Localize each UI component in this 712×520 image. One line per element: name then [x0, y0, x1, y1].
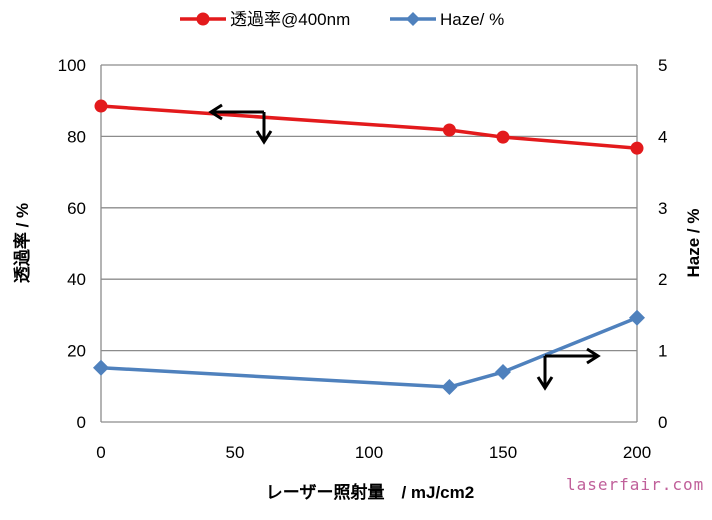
- data-point: [629, 309, 645, 326]
- y-axis-label: 透過率 / %: [12, 203, 32, 283]
- data-point: [630, 141, 644, 155]
- series-line-0: [100, 104, 638, 150]
- series-line-1: [100, 316, 638, 389]
- y2-tick-label: 4: [658, 127, 667, 146]
- annotation-arrow-left-axis: [208, 103, 273, 145]
- legend-label: Haze/ %: [440, 10, 504, 29]
- x-tick-label: 100: [355, 443, 383, 462]
- x-axis-label: レーザー照射量 / mJ/cm2: [266, 482, 474, 502]
- data-point: [495, 364, 511, 381]
- y2-tick-label: 3: [658, 199, 667, 218]
- annotation-arrow-right-axis: [536, 347, 601, 391]
- x-tick-label: 0: [96, 443, 105, 462]
- legend-label: 透過率@400nm: [230, 10, 350, 29]
- y-tick-label: 0: [77, 413, 86, 432]
- x-tick-label: 150: [489, 443, 517, 462]
- y-tick-label: 20: [67, 342, 86, 361]
- y2-tick-label: 5: [658, 56, 667, 75]
- watermark: laserfair.com: [566, 475, 704, 494]
- y2-tick-label: 0: [658, 413, 667, 432]
- data-point: [93, 359, 109, 376]
- x-tick-label: 200: [623, 443, 651, 462]
- series-group: [93, 99, 645, 396]
- y-tick-label: 60: [67, 199, 86, 218]
- y2-axis-label: Haze / %: [684, 209, 703, 278]
- legend-item-haze: Haze/ %: [390, 10, 504, 29]
- legend-item-transmittance: 透過率@400nm: [180, 10, 350, 29]
- data-point: [94, 99, 108, 113]
- y2-tick-label: 1: [658, 342, 667, 361]
- legend: 透過率@400nm Haze/ %: [180, 10, 504, 29]
- y-tick-label: 40: [67, 270, 86, 289]
- data-point: [441, 379, 458, 396]
- x-tick-label: 50: [226, 443, 245, 462]
- y-tick-label: 100: [58, 56, 86, 75]
- y-tick-label: 80: [67, 127, 86, 146]
- y2-tick-label: 2: [658, 270, 667, 289]
- data-point: [442, 123, 456, 137]
- data-point: [496, 130, 510, 144]
- gridlines: [100, 64, 638, 423]
